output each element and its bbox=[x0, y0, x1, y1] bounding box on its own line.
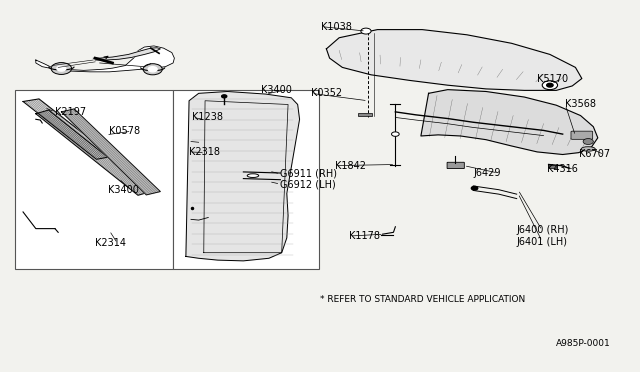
Polygon shape bbox=[36, 46, 174, 72]
FancyBboxPatch shape bbox=[571, 131, 593, 139]
Polygon shape bbox=[23, 99, 113, 159]
Circle shape bbox=[361, 28, 371, 34]
Bar bbox=[173, 90, 319, 269]
Text: J6400 (RH): J6400 (RH) bbox=[516, 225, 569, 235]
Text: K4316: K4316 bbox=[547, 164, 577, 174]
Text: J6429: J6429 bbox=[473, 168, 500, 178]
Circle shape bbox=[143, 64, 163, 75]
Circle shape bbox=[57, 66, 66, 71]
Text: K3568: K3568 bbox=[565, 99, 596, 109]
Polygon shape bbox=[326, 30, 582, 90]
Polygon shape bbox=[186, 92, 300, 261]
Text: K1178: K1178 bbox=[349, 231, 380, 241]
Bar bbox=[358, 113, 372, 116]
Text: K2197: K2197 bbox=[55, 107, 86, 117]
Polygon shape bbox=[421, 90, 598, 154]
Text: K1038: K1038 bbox=[321, 22, 352, 32]
Ellipse shape bbox=[247, 174, 259, 177]
Text: J6401 (LH): J6401 (LH) bbox=[516, 237, 568, 247]
Text: K0578: K0578 bbox=[109, 126, 140, 136]
Text: A985P-0001: A985P-0001 bbox=[556, 339, 611, 348]
Text: K3400: K3400 bbox=[261, 85, 292, 94]
Polygon shape bbox=[93, 48, 161, 60]
Circle shape bbox=[547, 83, 553, 87]
Text: K5170: K5170 bbox=[537, 74, 568, 84]
Text: K2318: K2318 bbox=[189, 147, 220, 157]
Text: G6911 (RH): G6911 (RH) bbox=[280, 169, 337, 179]
Text: K0352: K0352 bbox=[311, 88, 342, 98]
Polygon shape bbox=[61, 109, 161, 195]
Circle shape bbox=[221, 95, 227, 98]
Polygon shape bbox=[36, 110, 151, 195]
Text: K2314: K2314 bbox=[95, 238, 126, 248]
FancyBboxPatch shape bbox=[447, 162, 465, 169]
Circle shape bbox=[542, 81, 557, 90]
Text: K3400: K3400 bbox=[108, 185, 139, 195]
Circle shape bbox=[471, 186, 477, 190]
Circle shape bbox=[392, 132, 399, 137]
Text: K1842: K1842 bbox=[335, 161, 366, 171]
Bar bbox=[15, 90, 173, 269]
Circle shape bbox=[51, 62, 72, 74]
Circle shape bbox=[148, 67, 157, 72]
Text: * REFER TO STANDARD VEHICLE APPLICATION: * REFER TO STANDARD VEHICLE APPLICATION bbox=[320, 295, 525, 304]
Ellipse shape bbox=[581, 147, 595, 151]
Bar bbox=[548, 164, 556, 168]
Circle shape bbox=[583, 138, 593, 144]
Text: K1238: K1238 bbox=[192, 112, 223, 122]
Text: G6912 (LH): G6912 (LH) bbox=[280, 179, 336, 189]
Text: K6707: K6707 bbox=[579, 150, 610, 160]
